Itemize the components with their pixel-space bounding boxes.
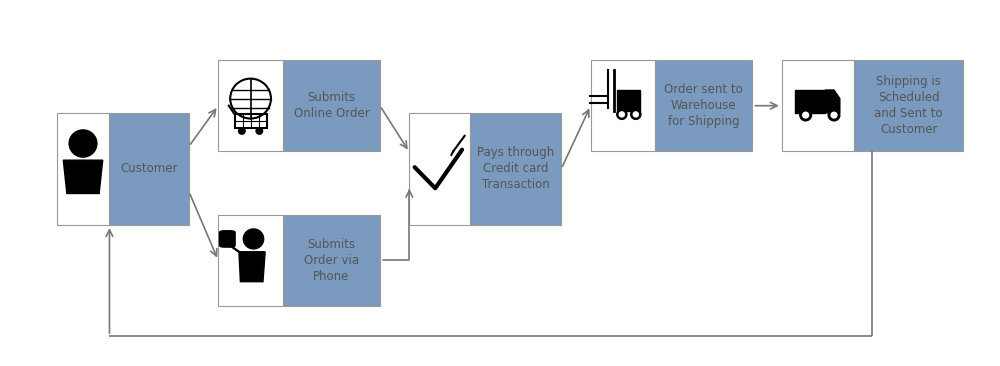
Ellipse shape xyxy=(239,128,245,134)
Ellipse shape xyxy=(617,109,627,119)
Ellipse shape xyxy=(256,128,263,134)
Ellipse shape xyxy=(828,109,840,121)
Bar xyxy=(782,60,854,152)
Polygon shape xyxy=(795,90,825,113)
Polygon shape xyxy=(825,90,840,113)
Ellipse shape xyxy=(803,112,809,118)
Text: Shipping is
Scheduled
and Sent to
Customer: Shipping is Scheduled and Sent to Custom… xyxy=(874,75,943,136)
Ellipse shape xyxy=(243,229,264,249)
Ellipse shape xyxy=(831,112,837,118)
Bar xyxy=(283,60,380,152)
Text: Submits
Online Order: Submits Online Order xyxy=(294,91,369,120)
FancyBboxPatch shape xyxy=(220,231,235,247)
Polygon shape xyxy=(63,160,103,194)
Bar xyxy=(218,60,283,152)
Bar xyxy=(409,113,470,225)
Bar xyxy=(283,214,380,306)
Ellipse shape xyxy=(619,112,624,117)
Bar xyxy=(109,113,189,225)
Ellipse shape xyxy=(800,109,811,121)
Polygon shape xyxy=(617,90,640,111)
Ellipse shape xyxy=(631,109,641,119)
Ellipse shape xyxy=(69,130,97,157)
Text: Order sent to
Warehouse
for Shipping: Order sent to Warehouse for Shipping xyxy=(664,83,743,128)
Bar xyxy=(57,113,109,225)
Bar xyxy=(854,60,963,152)
Bar xyxy=(218,214,283,306)
Polygon shape xyxy=(239,252,265,282)
Text: Pays through
Credit card
Transaction: Pays through Credit card Transaction xyxy=(477,146,554,191)
Bar xyxy=(470,113,561,225)
Ellipse shape xyxy=(633,112,638,117)
Text: Submits
Order via
Phone: Submits Order via Phone xyxy=(304,238,359,283)
Bar xyxy=(591,60,655,152)
Bar xyxy=(655,60,752,152)
Text: Customer: Customer xyxy=(120,163,178,175)
